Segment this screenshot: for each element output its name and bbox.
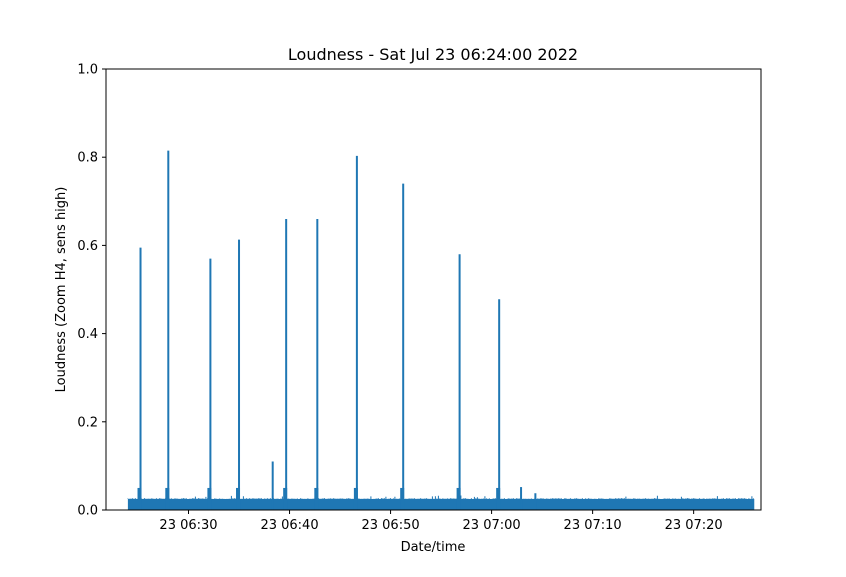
x-tick-label: 23 06:40: [260, 518, 318, 533]
peak-shoulder: [456, 487, 461, 510]
data-series: [127, 150, 755, 510]
peak-shoulder: [207, 487, 212, 510]
y-axis: 0.0 0.2 0.4 0.6 0.8 1.0: [77, 63, 106, 519]
peak-shoulder: [353, 487, 358, 510]
y-tick-label: 0.4: [77, 327, 98, 342]
x-tick-label: 23 07:00: [463, 518, 521, 533]
peak-shoulder: [496, 487, 501, 510]
noise-texture: [127, 495, 754, 499]
peak-shoulder: [236, 487, 241, 510]
chart-title: Loudness - Sat Jul 23 06:24:00 2022: [288, 45, 578, 64]
plot-frame: [105, 68, 762, 511]
noise-floor-band: [127, 498, 755, 510]
y-tick-label: 1.0: [77, 63, 98, 78]
x-axis-label: Date/time: [401, 540, 466, 555]
y-axis-label: Loudness (Zoom H4, sens high): [54, 187, 69, 393]
y-tick-label: 0.0: [77, 504, 98, 519]
x-tick-label: 23 07:20: [665, 518, 723, 533]
y-tick-label: 0.2: [77, 415, 98, 430]
peak-shoulder: [314, 487, 319, 510]
y-tick-label: 0.8: [77, 151, 98, 166]
peak-shoulder: [283, 487, 288, 510]
x-tick-label: 23 06:50: [361, 518, 419, 533]
x-tick-label: 23 07:10: [564, 518, 622, 533]
peak-shoulder: [400, 487, 405, 510]
peak-shoulder: [137, 487, 142, 510]
peak-shoulder: [165, 487, 170, 510]
x-tick-label: 23 06:30: [159, 518, 217, 533]
x-axis: 23 06:30 23 06:40 23 06:50 23 07:00 23 07:10…: [159, 510, 723, 533]
y-tick-label: 0.6: [77, 239, 98, 254]
